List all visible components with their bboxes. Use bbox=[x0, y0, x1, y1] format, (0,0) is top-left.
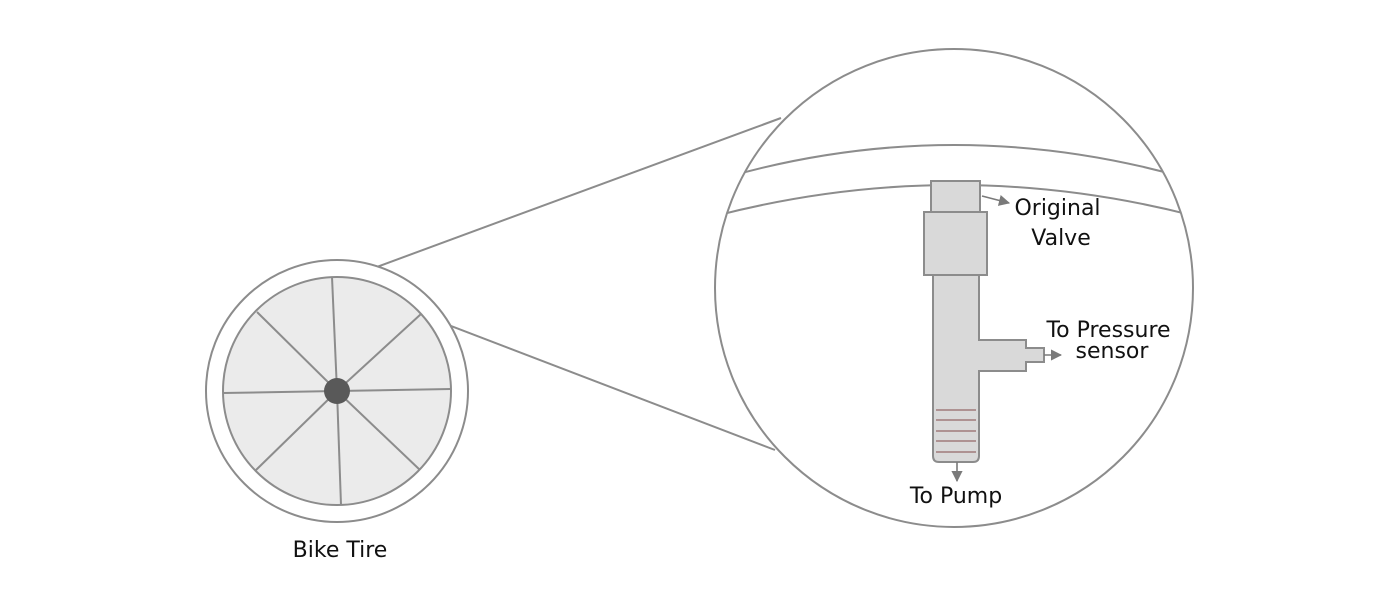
pressure-sensor-label-line1: To Pressure bbox=[1045, 318, 1170, 343]
pump-label: To Pump bbox=[909, 484, 1002, 509]
pressure-sensor-label-line2: sensor bbox=[1076, 339, 1150, 364]
t-connector bbox=[932, 274, 1045, 463]
valve-body bbox=[923, 211, 988, 276]
valve-assembly bbox=[923, 180, 1045, 463]
pressure-sensor-label: To Pressure sensor bbox=[1045, 318, 1177, 364]
wheel-spokes bbox=[222, 276, 452, 506]
original-valve-label-line2: Valve bbox=[1031, 226, 1091, 251]
arrow-right-icon bbox=[981, 195, 1011, 206]
bike-wheel bbox=[205, 259, 469, 523]
original-valve-label: Original Valve bbox=[1014, 196, 1107, 251]
wheel-hub bbox=[324, 378, 350, 404]
magnified-view bbox=[714, 48, 1194, 528]
original-valve-label-line1: Original bbox=[1014, 196, 1100, 221]
pump-threads bbox=[936, 409, 976, 453]
bike-tire-label: Bike Tire bbox=[293, 538, 388, 563]
original-valve-cap bbox=[930, 180, 981, 213]
